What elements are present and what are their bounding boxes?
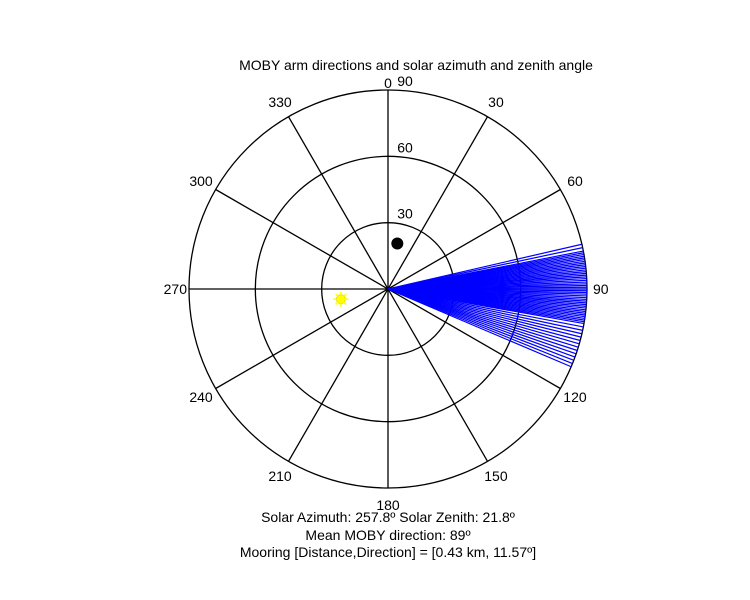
radial-tick-label-90: 90 bbox=[397, 73, 413, 89]
angle-tick-label-0: 0 bbox=[384, 75, 392, 91]
tick-labels: 0 30 60 90 120 150 180 210 240 270 300 330 30 60 90 bbox=[164, 73, 609, 513]
sun-ray-7 bbox=[343, 293, 347, 297]
angle-tick-label-150: 150 bbox=[484, 468, 508, 484]
radial-tick-label-60: 60 bbox=[397, 139, 413, 155]
angle-tick-label-90: 90 bbox=[593, 281, 609, 297]
angle-tick-label-120: 120 bbox=[563, 389, 587, 405]
annotation-mooring: Mooring [Distance,Direction] = [0.43 km,… bbox=[240, 544, 536, 560]
angle-tick-label-300: 300 bbox=[189, 173, 213, 189]
angle-tick-label-60: 60 bbox=[567, 173, 583, 189]
radial-tick-label-30: 30 bbox=[397, 206, 413, 222]
chart-title: MOBY arm directions and solar azimuth an… bbox=[239, 57, 593, 73]
angle-tick-label-180: 180 bbox=[376, 497, 400, 513]
mooring-marker bbox=[391, 237, 404, 250]
angle-tick-label-330: 330 bbox=[268, 94, 292, 110]
arm-direction-line-57 bbox=[387, 288, 572, 368]
sun-ray-5 bbox=[335, 293, 339, 297]
markers bbox=[333, 237, 404, 307]
arm-direction-lines bbox=[387, 243, 587, 368]
sun-ray-1 bbox=[343, 301, 347, 306]
angle-tick-label-270: 270 bbox=[164, 281, 188, 297]
angle-tick-label-30: 30 bbox=[488, 94, 504, 110]
angle-tick-label-240: 240 bbox=[189, 389, 213, 405]
angle-tick-label-210: 210 bbox=[268, 468, 292, 484]
annotation-mean-direction: Mean MOBY direction: 89º bbox=[305, 527, 470, 543]
sun-ray-3 bbox=[335, 301, 339, 306]
annotation-solar: Solar Azimuth: 257.8º Solar Zenith: 21.8… bbox=[261, 509, 515, 525]
